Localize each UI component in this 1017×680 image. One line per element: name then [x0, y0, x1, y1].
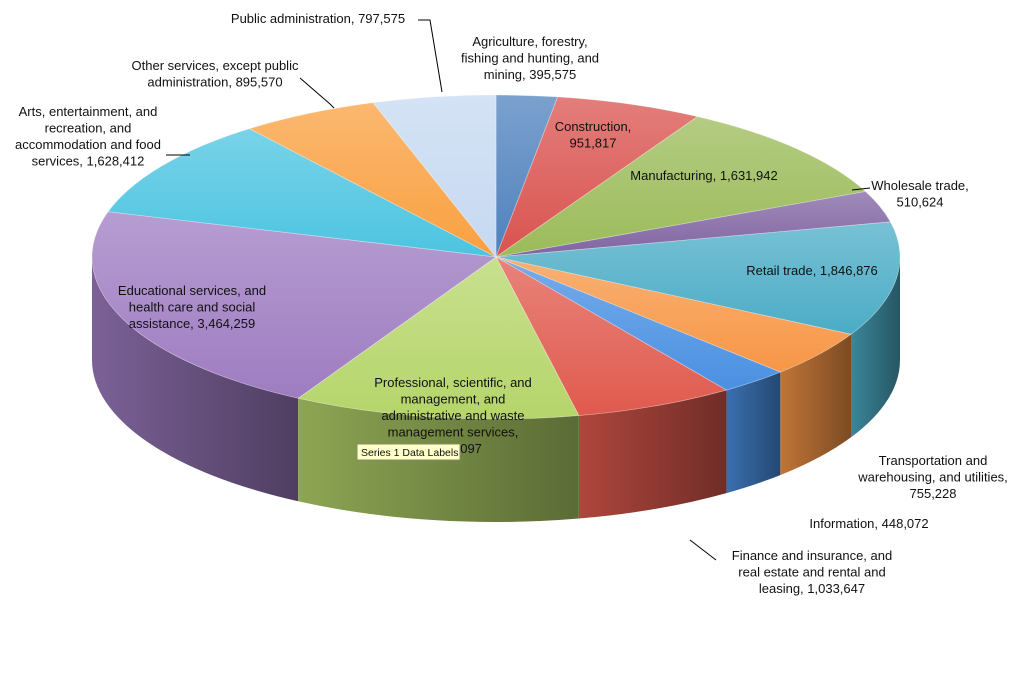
pie-side-transportation-and-warehousing-and-utili: [780, 334, 852, 476]
pie-slice-agriculture-forestry-fishing-and-hunting: [495, 94, 559, 258]
pie-side-retail-trade: [851, 257, 900, 438]
data-label-agriculture-forestry-fishing-and-hunting: Agriculture, forestry, fishing and huntin…: [461, 34, 599, 82]
data-label-arts-entertainment-and-recreation-and-ac: Arts, entertainment, and recreation, and a…: [15, 104, 161, 169]
tooltip: Series 1 Data Labels: [356, 443, 461, 461]
leader-lines: [166, 19, 871, 561]
leader-line-finance-and-insurance-and-real-estate-an: [689, 539, 717, 561]
data-label-professional-scientific-and-management-a: Professional, scientific, and management,…: [374, 375, 532, 456]
pie-slice-retail-trade: [495, 221, 901, 335]
data-label-transportation-and-warehousing-and-utili: Transportation and warehousing, and utili…: [857, 453, 1008, 501]
tooltip-text: Series 1 Data Labels: [361, 447, 458, 459]
data-label-construction: Construction, 951,817: [555, 119, 632, 151]
pie-slice-other-services-except-public-administrat: [248, 102, 497, 258]
data-label-manufacturing: Manufacturing, 1,631,942: [630, 168, 777, 183]
pie-slice-public-administration: [372, 94, 497, 259]
pie-sides: [92, 257, 900, 523]
data-label-public-administration: Public administration, 797,575: [231, 11, 405, 26]
leader-line-other-services-except-public-administrat: [299, 77, 335, 109]
pie-slice-wholesale-trade: [495, 191, 892, 258]
data-label-finance-and-insurance-and-real-estate-an: Finance and insurance, and real estate an…: [732, 548, 892, 596]
data-label-other-services-except-public-administrat: Other services, except public administrat…: [132, 58, 299, 90]
data-labels: Agriculture, forestry, fishing and huntin…: [15, 11, 1008, 596]
pie-slice-educational-services-and-health-care-and: [91, 211, 498, 399]
pie-side-finance-and-insurance-and-real-estate-an: [578, 390, 727, 519]
pie-slice-transportation-and-warehousing-and-utili: [495, 256, 852, 373]
data-label-educational-services-and-health-care-and: Educational services, and health care and…: [118, 283, 266, 331]
data-label-information: Information, 448,072: [809, 516, 928, 531]
pie-side-information: [726, 372, 781, 494]
pie-slice-manufacturing: [495, 116, 867, 258]
tooltip-box: [356, 443, 461, 461]
pie-side-educational-services-and-health-care-and: [92, 257, 299, 502]
data-label-retail-trade: Retail trade, 1,846,876: [746, 263, 878, 278]
pie-slice-finance-and-insurance-and-real-estate-an: [495, 255, 728, 416]
pie-slice-arts-entertainment-and-recreation-and-ac: [107, 128, 497, 258]
pie-slice-information: [495, 256, 782, 391]
pie-top: [91, 94, 901, 420]
data-label-wholesale-trade: Wholesale trade, 510,624: [871, 178, 969, 210]
pie-slice-construction: [495, 96, 699, 259]
leader-line-public-administration: [418, 19, 443, 93]
leader-line-wholesale-trade: [851, 187, 871, 191]
pie-slice-professional-scientific-and-management-a: [297, 256, 580, 420]
